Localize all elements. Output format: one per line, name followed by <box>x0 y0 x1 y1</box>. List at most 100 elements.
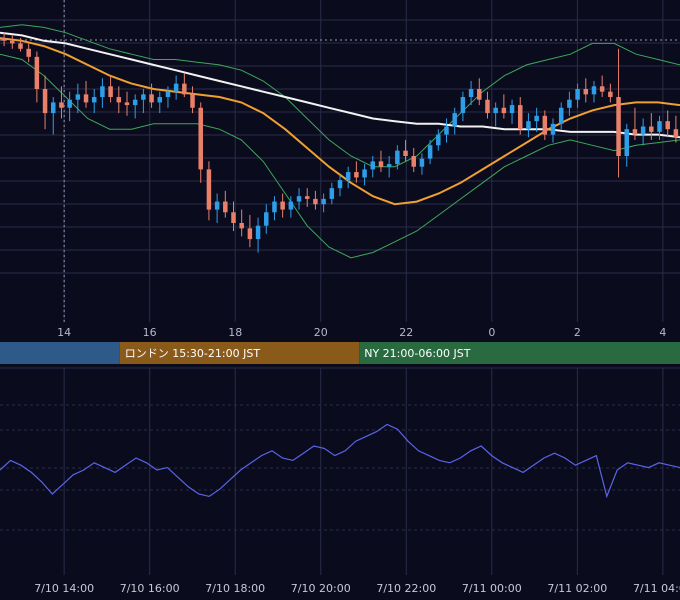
session-block <box>119 342 360 364</box>
bottom-tick-label: 7/10 16:00 <box>120 582 180 595</box>
candle-body <box>608 91 613 98</box>
bottom-tick-label: 7/10 22:00 <box>376 582 436 595</box>
candle-body <box>657 121 662 132</box>
candle-body <box>395 150 400 165</box>
candle-body <box>157 97 163 103</box>
candle-body <box>280 201 285 210</box>
candle-body <box>542 115 548 135</box>
candle-body <box>386 164 392 167</box>
candle-body <box>403 150 408 156</box>
candle-body <box>649 126 654 132</box>
candle-body <box>59 102 64 108</box>
candle-body <box>149 94 154 103</box>
candle-body <box>51 102 56 114</box>
candle-body <box>460 97 466 114</box>
candle-body <box>673 129 679 138</box>
candle-body <box>198 107 203 170</box>
candle-body <box>272 201 277 213</box>
oscillator-panel <box>0 367 680 575</box>
bottom-tick-label: 7/10 14:00 <box>34 582 94 595</box>
candle-body <box>190 94 195 108</box>
session-bar: ロンドン 15:30-21:00 JST NY 21:00-06:00 JST <box>0 342 680 364</box>
candle-body <box>182 83 187 95</box>
candle-body <box>452 113 457 127</box>
candle-body <box>411 156 416 167</box>
candle-body <box>239 223 244 229</box>
moving-average-long-line <box>0 31 680 139</box>
session-label: ロンドン 15:30-21:00 JST <box>125 347 261 360</box>
candle-body <box>83 94 89 103</box>
candle-body <box>337 180 343 189</box>
candle-body <box>419 158 425 167</box>
candle-body <box>345 172 351 181</box>
candle-body <box>255 225 261 240</box>
x-tick-label: 2 <box>574 326 581 339</box>
candle-body <box>296 196 302 202</box>
candle-body <box>427 145 433 159</box>
candle-body <box>517 105 523 130</box>
x-tick-label: 0 <box>488 326 495 339</box>
candle-body <box>132 99 138 106</box>
x-tick-label: 16 <box>143 326 157 339</box>
bollinger-lower-line <box>0 53 680 259</box>
candle-body <box>165 91 171 98</box>
candle-body <box>583 89 589 95</box>
candle-body <box>313 198 318 205</box>
candle-body <box>26 48 31 57</box>
candle-body <box>632 129 638 135</box>
x-tick-label: 22 <box>399 326 413 339</box>
candle-body <box>18 43 23 49</box>
x-tick-label: 4 <box>659 326 666 339</box>
candle-body <box>591 86 597 95</box>
candle-body <box>223 201 228 213</box>
candle-body <box>10 40 15 44</box>
candle-body <box>436 134 441 146</box>
candle-body <box>362 169 367 178</box>
candle-body <box>124 102 130 106</box>
candle-body <box>370 161 376 170</box>
candle-body <box>67 99 72 108</box>
candle-body <box>665 121 670 130</box>
candle-body <box>321 198 326 205</box>
candle-body <box>304 196 310 199</box>
candle-body <box>468 89 474 98</box>
x-tick-label: 20 <box>314 326 328 339</box>
candle-body <box>329 188 335 199</box>
bottom-time-axis: 7/10 14:00 7/10 16:00 7/10 18:00 7/10 20:00… <box>34 582 680 595</box>
candle-body <box>550 123 556 135</box>
candle-body <box>75 94 81 100</box>
candle-body <box>354 172 359 178</box>
candle-body <box>534 115 539 122</box>
candle-body <box>526 121 531 130</box>
bollinger-upper-line <box>0 24 680 168</box>
candle-body <box>247 228 253 240</box>
bottom-tick-label: 7/11 00:00 <box>462 582 522 595</box>
candle-body <box>1 38 7 41</box>
price-panel: 14 16 18 20 22 0 2 4 <box>0 0 680 339</box>
candle-body <box>173 83 179 92</box>
candle-body <box>214 201 220 210</box>
candle-body <box>485 99 490 114</box>
candle-body <box>509 105 515 114</box>
candle-body <box>477 89 482 100</box>
candle-body <box>231 212 236 223</box>
candle-body <box>640 126 646 135</box>
candle-body <box>108 86 113 98</box>
session-block <box>359 342 680 364</box>
session-block <box>0 342 120 364</box>
candle-body <box>599 86 605 92</box>
candle-body <box>493 107 498 114</box>
candle-body <box>616 97 621 156</box>
candle-body <box>264 212 269 226</box>
candle-body <box>501 107 507 114</box>
candle-body <box>624 129 629 156</box>
candle-body <box>116 97 122 103</box>
session-label: NY 21:00-06:00 JST <box>364 347 471 360</box>
oscillator-line <box>0 423 680 499</box>
candle-body <box>91 97 97 103</box>
candle-body <box>206 169 212 210</box>
x-tick-label: 18 <box>228 326 242 339</box>
bottom-tick-label: 7/11 04:00 <box>633 582 680 595</box>
candle-body <box>34 56 40 89</box>
candle-body <box>378 161 384 167</box>
